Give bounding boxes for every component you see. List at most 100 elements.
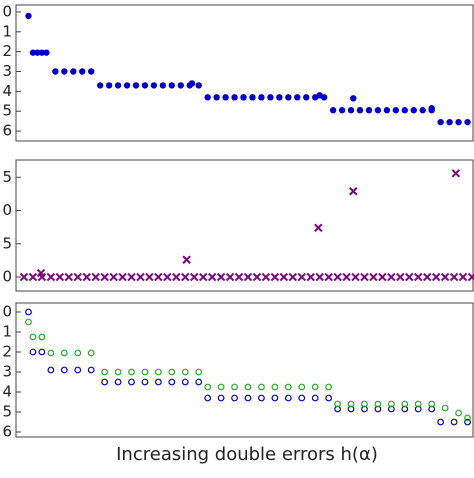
y-tick-label: 0 — [2, 303, 12, 321]
point — [262, 274, 269, 281]
point — [26, 319, 32, 325]
point — [406, 274, 413, 281]
point — [196, 82, 202, 88]
point — [88, 68, 94, 74]
point — [133, 82, 139, 88]
point — [142, 82, 148, 88]
point — [205, 384, 211, 390]
point — [299, 395, 305, 401]
point — [437, 119, 443, 125]
point — [30, 334, 36, 340]
point — [48, 350, 54, 356]
point — [393, 107, 399, 113]
point — [21, 274, 28, 281]
point — [222, 94, 228, 100]
y-tick-label: 5 — [2, 168, 12, 186]
y-tick-label: 5 — [2, 403, 12, 421]
point — [415, 274, 422, 281]
point — [110, 274, 117, 281]
point — [271, 274, 278, 281]
point — [204, 94, 210, 100]
point — [155, 274, 162, 281]
point — [182, 274, 189, 281]
point — [245, 274, 252, 281]
point — [303, 94, 309, 100]
y-tick-label: 1 — [2, 22, 12, 40]
point — [137, 274, 144, 281]
point — [196, 369, 202, 375]
point — [424, 274, 431, 281]
point — [129, 369, 135, 375]
y-tick-label: 4 — [2, 383, 12, 401]
point — [218, 395, 224, 401]
point — [330, 107, 336, 113]
point — [456, 410, 462, 416]
point — [343, 274, 350, 281]
point — [245, 395, 251, 401]
point — [469, 274, 474, 281]
point — [258, 94, 264, 100]
point — [299, 384, 305, 390]
point — [29, 274, 36, 281]
point — [240, 94, 246, 100]
point — [75, 350, 81, 356]
point — [183, 256, 190, 263]
point — [115, 369, 121, 375]
point — [74, 274, 81, 281]
y-tick-label: 0 — [2, 201, 12, 219]
point — [334, 274, 341, 281]
point — [156, 369, 162, 375]
point — [205, 395, 211, 401]
y-tick-label: 0 — [2, 268, 12, 286]
point — [375, 107, 381, 113]
point — [286, 384, 292, 390]
point — [259, 395, 265, 401]
point — [433, 274, 440, 281]
point — [169, 82, 175, 88]
point — [350, 95, 356, 101]
point — [75, 367, 81, 373]
point — [294, 94, 300, 100]
point — [39, 334, 45, 340]
point — [259, 384, 265, 390]
point — [452, 170, 459, 177]
point — [119, 274, 126, 281]
point — [285, 94, 291, 100]
point — [25, 13, 31, 19]
y-tick-label: 6 — [2, 423, 12, 441]
point — [200, 274, 207, 281]
point — [325, 274, 332, 281]
y-tick-label: 0 — [2, 2, 12, 20]
point — [272, 384, 278, 390]
point — [326, 384, 332, 390]
point — [411, 107, 417, 113]
x-axis-label: Increasing double errors h(α) — [116, 444, 378, 465]
point — [350, 188, 357, 195]
point — [227, 274, 234, 281]
y-tick-label: 4 — [2, 82, 12, 100]
y-tick-label: 1 — [2, 323, 12, 341]
point — [272, 395, 278, 401]
y-tick-label: 6 — [2, 122, 12, 140]
point — [102, 369, 108, 375]
point — [189, 80, 195, 86]
point — [298, 274, 305, 281]
point — [48, 367, 54, 373]
point — [26, 309, 32, 315]
point — [43, 49, 49, 55]
point — [442, 405, 448, 411]
point — [62, 350, 68, 356]
point — [232, 395, 238, 401]
point — [88, 350, 94, 356]
point — [79, 68, 85, 74]
point — [245, 384, 251, 390]
plot-frame — [16, 303, 473, 437]
point — [146, 274, 153, 281]
point — [276, 94, 282, 100]
point — [65, 274, 72, 281]
point — [420, 107, 426, 113]
point — [218, 384, 224, 390]
point — [115, 379, 121, 385]
point — [92, 274, 99, 281]
